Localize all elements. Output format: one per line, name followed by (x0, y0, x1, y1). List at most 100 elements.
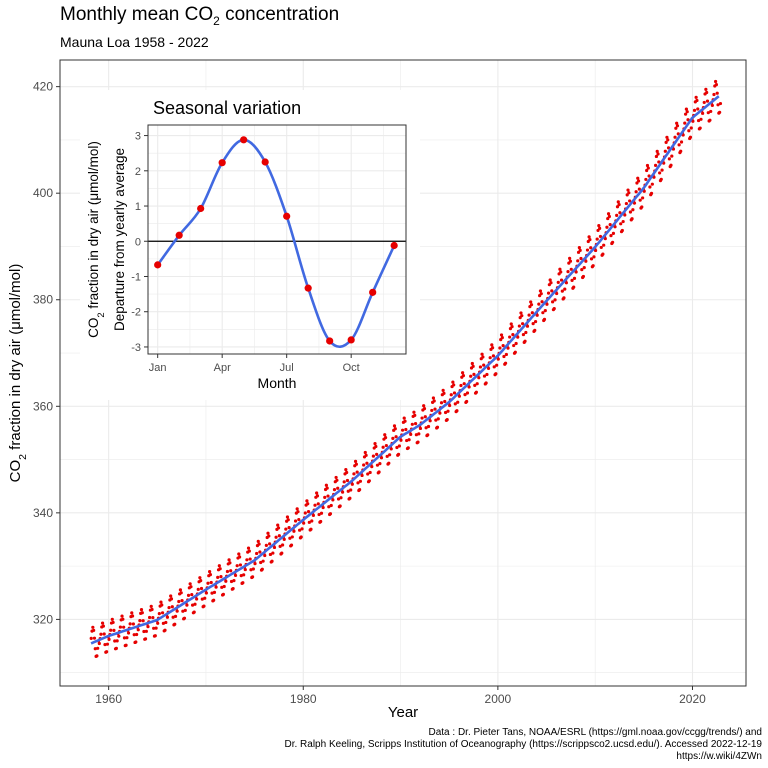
inset-y-tick-label: 1 (135, 201, 141, 213)
co2-point (492, 365, 496, 369)
seasonal-point (154, 261, 162, 269)
co2-point (592, 255, 596, 259)
co2-point (503, 361, 508, 365)
co2-point (467, 385, 471, 389)
co2-point (701, 111, 705, 115)
co2-point (268, 552, 273, 557)
co2-point (392, 424, 397, 428)
co2-point (482, 363, 486, 367)
inset-points (154, 136, 398, 345)
co2-point (327, 505, 331, 509)
co2-point (605, 225, 609, 229)
co2-point (665, 135, 669, 139)
co2-point (417, 432, 421, 436)
co2-point (173, 614, 178, 618)
co2-point (636, 176, 640, 180)
co2-point (688, 135, 693, 139)
co2-point (460, 371, 465, 375)
co2-point (562, 296, 566, 300)
co2-point (287, 526, 291, 530)
co2-point (626, 188, 630, 192)
inset-y-axis: -3 -2 -1 0 1 2 3 (131, 131, 148, 354)
y-tick-label: 380 (33, 293, 53, 307)
co2-point (196, 587, 200, 591)
co2-point (111, 620, 115, 625)
co2-point (335, 478, 339, 482)
co2-point (715, 91, 719, 95)
co2-point (517, 324, 521, 328)
co2-point (630, 217, 634, 221)
co2-point (383, 433, 387, 437)
co2-point (257, 542, 261, 546)
co2-point (646, 166, 650, 170)
co2-point (321, 506, 325, 510)
co2-point (100, 621, 105, 625)
co2-point (208, 570, 212, 574)
co2-point (465, 391, 470, 395)
co2-point (602, 243, 606, 247)
co2-point (231, 586, 235, 591)
co2-point (560, 289, 564, 293)
co2-point (510, 325, 514, 329)
co2-point (218, 567, 222, 571)
co2-point (276, 526, 281, 530)
trend-line (90, 95, 720, 645)
co2-point (122, 625, 126, 629)
co2-point (391, 436, 395, 441)
co2-point (432, 399, 436, 403)
co2-point (118, 625, 123, 629)
co2-point (553, 298, 557, 302)
co2-point (433, 407, 437, 411)
co2-point (278, 544, 282, 548)
co2-point (644, 177, 648, 182)
caption-line-1: Data : Dr. Pieter Tans, NOAA/ESRL (https… (428, 727, 763, 738)
co2-point (245, 558, 249, 562)
co2-point (290, 535, 294, 539)
co2-point (99, 632, 103, 636)
co2-point (546, 291, 551, 295)
co2-point (228, 561, 232, 565)
co2-point (305, 499, 309, 503)
co2-point (360, 473, 364, 478)
co2-point (627, 191, 631, 195)
co2-point (122, 636, 127, 640)
co2-point (653, 163, 658, 167)
co2-point (658, 171, 662, 175)
co2-point (92, 628, 96, 632)
co2-point (224, 579, 228, 583)
inset-y-tick-label: -2 (131, 307, 141, 319)
co2-point (426, 433, 430, 437)
co2-point (521, 332, 526, 337)
co2-point (563, 287, 567, 291)
co2-point (339, 496, 343, 500)
co2-point (185, 603, 189, 607)
co2-point (490, 343, 494, 347)
co2-point (387, 461, 391, 465)
co2-point (406, 446, 410, 450)
co2-point (297, 517, 301, 522)
co2-point (355, 470, 359, 474)
co2-point (139, 608, 144, 612)
co2-point (706, 111, 710, 115)
co2-point (453, 402, 457, 406)
co2-point (349, 488, 353, 492)
inset-gridlines (148, 125, 406, 354)
chart-title-main: Monthly mean CO (60, 4, 214, 25)
co2-point (491, 346, 495, 350)
co2-point (569, 267, 573, 271)
co2-point (154, 626, 158, 630)
co2-point (227, 558, 231, 562)
co2-point (641, 196, 645, 200)
co2-point (597, 224, 601, 228)
co2-point (580, 267, 584, 272)
seasonal-point (304, 284, 312, 292)
co2-point (97, 641, 101, 646)
co2-point (542, 317, 547, 321)
co2-point (379, 456, 384, 460)
co2-point (548, 278, 552, 282)
co2-point (130, 611, 134, 615)
co2-point (377, 470, 381, 474)
co2-point (253, 562, 257, 566)
co2-point (523, 339, 527, 343)
co2-point (334, 475, 338, 480)
